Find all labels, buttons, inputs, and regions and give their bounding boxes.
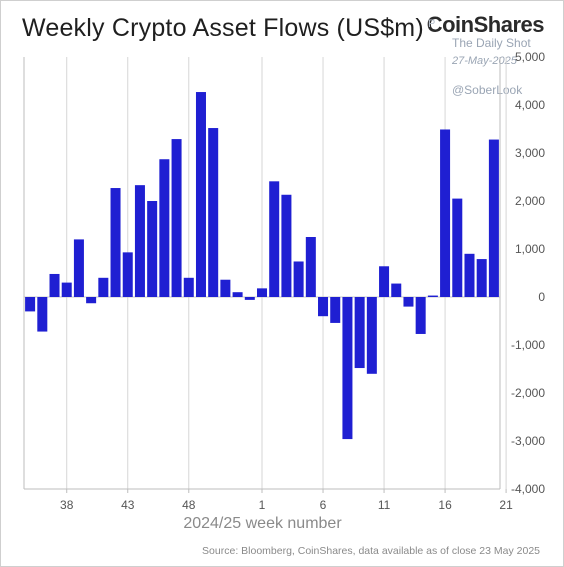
bar <box>37 297 48 332</box>
bar <box>122 252 133 297</box>
watermark-handle: @SoberLook <box>452 83 523 97</box>
bar <box>403 297 414 307</box>
bar <box>73 239 84 297</box>
source-note: Source: Bloomberg, CoinShares, data avai… <box>202 545 540 557</box>
bar <box>159 159 170 297</box>
bar <box>269 181 280 297</box>
bar <box>86 297 97 304</box>
bar <box>110 188 121 297</box>
x-tick-label: 21 <box>499 498 513 512</box>
grid-lines <box>24 57 507 489</box>
bar <box>330 297 341 323</box>
y-tick-label: -2,000 <box>511 386 545 400</box>
y-tick-label: -4,000 <box>511 482 545 496</box>
bar <box>281 194 292 297</box>
y-tick-label: -3,000 <box>511 434 545 448</box>
x-axis-label: 2024/25 week number <box>183 515 342 532</box>
watermark-date: 27-May-2025 <box>452 55 517 67</box>
x-tick-label: 1 <box>259 498 266 512</box>
bar <box>171 139 182 297</box>
bar <box>464 253 475 297</box>
y-tick-label: 5,000 <box>515 50 545 64</box>
bar <box>342 297 353 440</box>
y-tick-label: 0 <box>538 290 545 304</box>
axes: 5,000 4,000 3,000 2,000 1,000 0 -1,000 -2,000 -3… <box>23 50 545 512</box>
bar <box>244 297 255 300</box>
bar <box>195 92 206 297</box>
bar <box>379 266 390 297</box>
y-tick-label: 3,000 <box>515 146 545 160</box>
y-tick-label: -1,000 <box>511 338 545 352</box>
bar <box>391 283 402 297</box>
x-tick-label: 38 <box>60 498 74 512</box>
bar <box>354 297 365 369</box>
y-tick-label: 4,000 <box>515 98 545 112</box>
bar <box>25 297 36 312</box>
bar <box>427 295 438 297</box>
x-tick-label: 48 <box>182 498 196 512</box>
bar <box>318 297 329 317</box>
bar <box>476 259 487 297</box>
bar <box>440 129 451 297</box>
bar <box>208 128 219 297</box>
chart-title: Weekly Crypto Asset Flows (US$m) <box>22 14 424 42</box>
y-tick-label: 1,000 <box>515 242 545 256</box>
bar <box>183 277 194 297</box>
bar <box>232 292 243 297</box>
bar <box>488 139 499 297</box>
bar <box>98 277 109 297</box>
watermark-letter: P <box>428 18 436 30</box>
bar <box>257 288 268 297</box>
x-tick-label: 11 <box>378 498 391 512</box>
bars <box>25 92 499 440</box>
bar <box>134 185 145 297</box>
x-tick-label: 43 <box>121 498 135 512</box>
bar <box>415 297 426 334</box>
bar <box>220 279 231 297</box>
bar <box>366 297 377 374</box>
bar <box>452 198 463 297</box>
coinshares-logo: CoinShares <box>426 12 545 37</box>
watermark-source: The Daily Shot <box>452 36 531 50</box>
bar <box>147 201 158 297</box>
bar <box>293 261 304 297</box>
bar <box>305 237 316 297</box>
bar <box>49 273 60 297</box>
y-tick-label: 2,000 <box>515 194 545 208</box>
bar <box>61 282 72 297</box>
x-tick-label: 16 <box>438 498 452 512</box>
x-tick-label: 6 <box>320 498 327 512</box>
